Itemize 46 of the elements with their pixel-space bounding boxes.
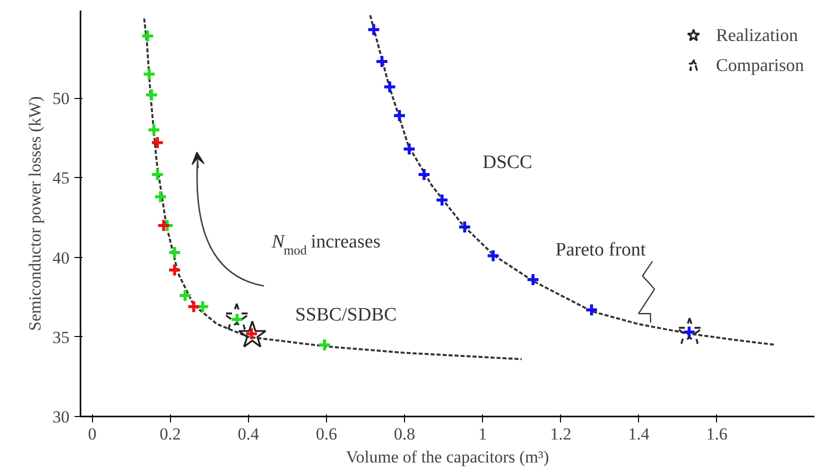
point	[417, 167, 432, 182]
x-tick-label: 1.2	[550, 424, 572, 444]
x-axis-title: Volume of the capacitors (m³)	[346, 448, 550, 466]
y-tick-label: 35	[52, 328, 70, 347]
y-tick-label: 30	[52, 408, 70, 426]
point	[168, 246, 182, 260]
legend-label: Realization	[716, 24, 798, 46]
point	[142, 67, 156, 82]
x-tick-label: 1.6	[706, 424, 728, 444]
y-tick-label: 50	[52, 89, 70, 108]
point	[435, 192, 450, 207]
point	[366, 22, 381, 37]
point	[402, 142, 416, 156]
y-tick-label: 40	[52, 248, 70, 268]
point	[168, 263, 182, 278]
point	[150, 136, 164, 150]
x-tick-label: 0.2	[160, 424, 181, 444]
annotation: SSBC/SDBC	[295, 304, 397, 326]
point	[186, 300, 201, 314]
x-tick-label: 0.6	[316, 424, 338, 444]
point	[238, 320, 266, 348]
x-tick-label: 0.8	[394, 424, 416, 444]
point	[486, 248, 500, 263]
point	[392, 108, 406, 123]
point	[146, 122, 161, 137]
annotation: Pareto front	[556, 240, 646, 261]
point	[382, 80, 397, 94]
point	[140, 28, 155, 43]
y-axis-title: Semiconductor power losses (kW)	[26, 96, 44, 331]
annotation: DSCC	[482, 152, 532, 173]
point	[150, 167, 164, 182]
point	[526, 272, 540, 287]
point	[178, 288, 192, 302]
y-tick-label: 45	[52, 168, 70, 188]
point	[144, 88, 159, 102]
x-tick-label: 1.4	[628, 424, 650, 444]
point	[374, 54, 389, 68]
point	[458, 220, 472, 234]
point	[156, 218, 171, 232]
x-tick-label: 0.4	[238, 424, 260, 444]
point	[584, 302, 599, 317]
x-tick-label: 1	[478, 424, 487, 444]
point	[318, 338, 332, 352]
legend-label: Comparison	[716, 54, 804, 76]
x-tick-label: 0	[88, 424, 96, 444]
point	[154, 190, 168, 204]
